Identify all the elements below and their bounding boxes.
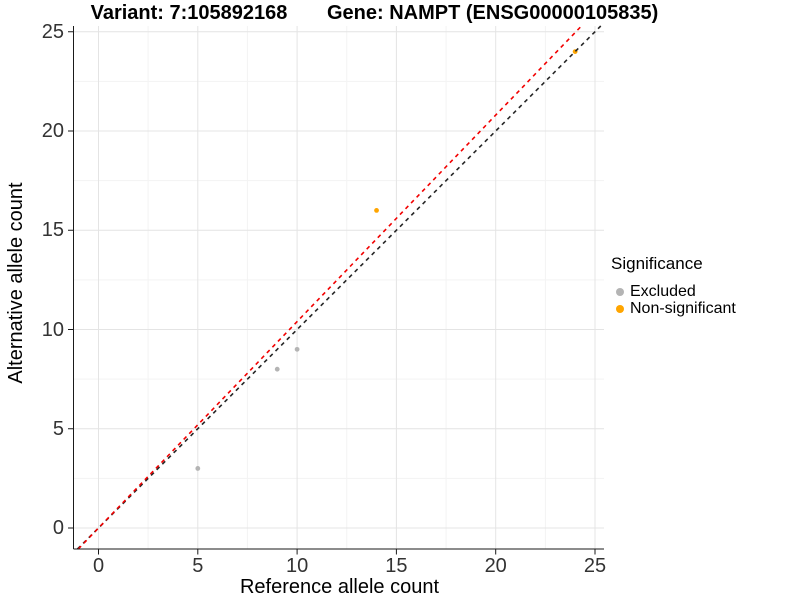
data-point-excluded xyxy=(274,366,280,372)
y-tick-label: 5 xyxy=(52,417,64,440)
reference-line-identity xyxy=(76,25,602,550)
plot-title-gene: Gene: NAMPT (ENSG00000105835) xyxy=(327,2,659,24)
legend: Significance Excluded Non-significant xyxy=(611,254,736,317)
plot-title-variant: Variant: 7:105892168 xyxy=(90,2,288,24)
legend-title: Significance xyxy=(611,254,703,273)
legend-items: Excluded Non-significant xyxy=(611,283,736,317)
y-axis-title: Alternative allele count xyxy=(5,182,27,384)
x-tick-label: 10 xyxy=(285,555,309,577)
x-tick-label: 0 xyxy=(92,555,105,577)
reference-line-expected-ratio xyxy=(77,25,583,550)
y-tick-label: 0 xyxy=(52,517,64,539)
data-point-excluded xyxy=(294,346,300,352)
x-tick-label: 15 xyxy=(385,555,408,577)
y-tick-label: 10 xyxy=(41,318,64,341)
data-point-non-significant xyxy=(374,208,379,213)
legend-item-label: Excluded xyxy=(630,282,696,300)
x-tick-label: 20 xyxy=(484,555,507,577)
legend-item: Non-significant xyxy=(611,300,736,317)
y-tick-label: 15 xyxy=(41,219,64,242)
legend-key-dot xyxy=(616,304,624,313)
legend-item: Excluded xyxy=(611,283,736,300)
y-tick-label: 25 xyxy=(41,20,64,43)
y-tick-label: 20 xyxy=(41,120,64,142)
x-axis-title: Reference allele count xyxy=(239,576,439,598)
x-tick-label: 25 xyxy=(583,555,607,577)
legend-item-label: Non-significant xyxy=(630,299,736,317)
x-tick-label: 5 xyxy=(192,555,204,577)
legend-key-dot xyxy=(616,287,624,296)
data-point-excluded xyxy=(195,466,201,471)
